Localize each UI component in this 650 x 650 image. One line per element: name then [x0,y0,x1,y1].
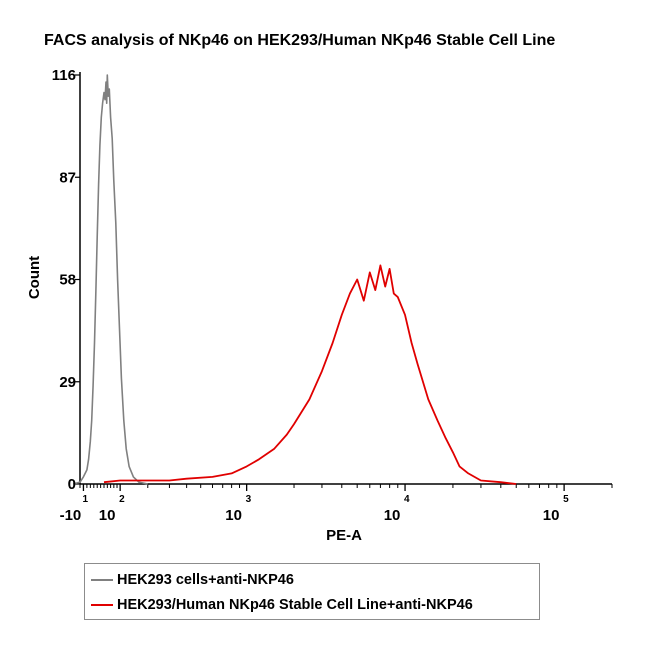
axes [75,72,613,491]
x-tick-exponent: 1 [82,494,88,505]
x-tick-label: 10 [99,507,116,524]
x-tick-label: 10 [543,507,560,524]
y-axis-label: Count [26,256,43,299]
x-tick-label: -10 [60,507,82,524]
y-tick-label: 58 [59,272,76,289]
x-tick-exponent: 3 [246,494,252,505]
legend-entry-control: HEK293 cells+anti-NKP46 [91,570,294,590]
legend-label-stable-line: HEK293/Human NKp46 Stable Cell Line+anti… [117,597,473,613]
x-tick-label: 10 [225,507,242,524]
y-tick-label: 29 [59,374,76,391]
y-tick-label: 87 [59,169,76,186]
series-group [72,74,517,485]
legend-entry-stable-line: HEK293/Human NKp46 Stable Cell Line+anti… [91,595,473,615]
legend: HEK293 cells+anti-NKP46 HEK293/Human NKp… [84,563,540,620]
histogram-line-control [72,74,148,485]
x-tick-exponent: 5 [563,494,569,505]
x-axis-label: PE-A [326,527,362,544]
legend-swatch-control [91,579,113,581]
y-tick-label: 116 [52,67,76,84]
x-tick-exponent: 2 [119,494,125,505]
legend-label-control: HEK293 cells+anti-NKP46 [117,572,294,588]
chart-title: FACS analysis of NKp46 on HEK293/Human N… [44,32,556,49]
x-tick-exponent: 4 [404,494,410,505]
legend-swatch-stable-line [91,604,113,606]
histogram-line-stable [103,264,517,485]
y-tick-label: 0 [68,476,76,493]
x-tick-label: 10 [384,507,401,524]
